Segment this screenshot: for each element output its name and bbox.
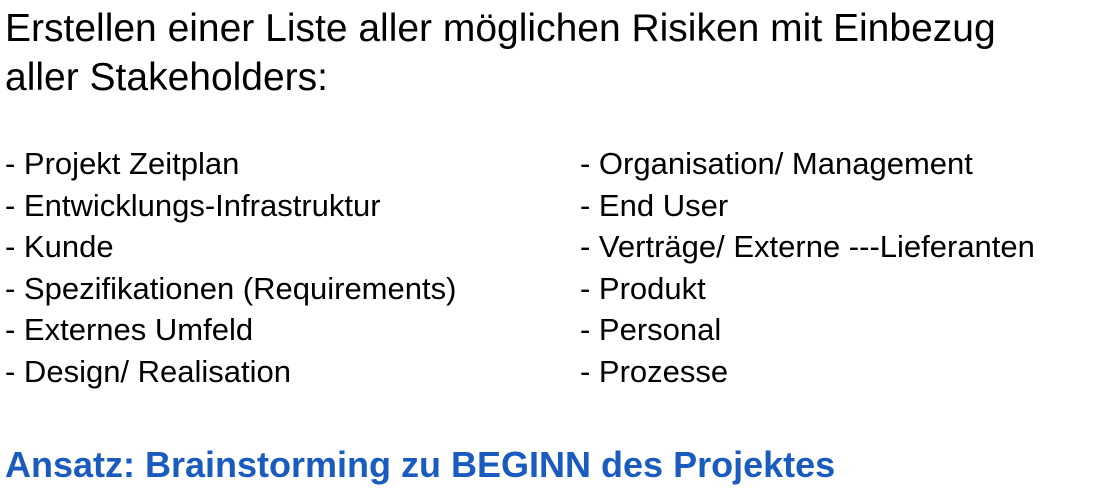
page-heading: Erstellen einer Liste aller möglichen Ri… <box>5 4 996 102</box>
risk-item: - End User <box>580 187 729 223</box>
risk-list-left: - Projekt Zeitplan - Entwicklungs-Infras… <box>5 143 456 393</box>
risk-item: - Organisation/ Management <box>580 146 973 181</box>
risk-item: - Verträge/ Externe ---Lieferanten <box>580 229 1035 265</box>
risk-item: - Personal <box>580 312 722 348</box>
approach-statement: Ansatz: Brainstorming zu BEGINN des Proj… <box>5 444 836 485</box>
risk-item: - Kunde <box>5 229 114 265</box>
heading-line-2: aller Stakeholders: <box>5 56 329 99</box>
heading-line-1: Erstellen einer Liste aller möglichen Ri… <box>5 7 996 50</box>
risk-item: - Design/ Realisation <box>5 353 292 389</box>
risk-item: - Projekt Zeitplan <box>5 146 240 181</box>
risk-item: - Entwicklungs-Infrastruktur <box>5 187 381 223</box>
risk-item: - Produkt <box>580 270 706 306</box>
risk-list-right: - Organisation/ Management - End User - … <box>580 143 1035 393</box>
risk-item: - Prozesse <box>580 353 729 389</box>
risk-item: - Spezifikationen (Requirements) <box>5 270 457 306</box>
risk-item: - Externes Umfeld <box>5 312 254 348</box>
